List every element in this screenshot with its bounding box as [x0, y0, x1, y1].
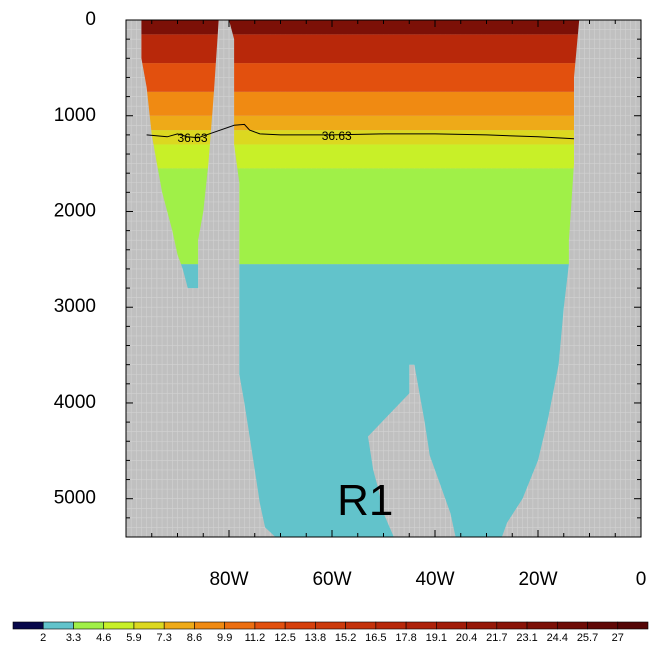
colorbar-label: 5.9 [126, 632, 141, 644]
colorbar-label: 7.3 [157, 632, 172, 644]
colorbar-label: 20.4 [456, 632, 477, 644]
colorbar-swatch [526, 621, 558, 630]
colorbar-label: 17.8 [395, 632, 416, 644]
colorbar-label: 21.7 [486, 632, 507, 644]
contour-labels: 36.63 36.63 [178, 129, 353, 145]
colorbar-swatch [466, 621, 498, 630]
colorbar-swatch [496, 621, 528, 630]
colorbar-swatch [405, 621, 437, 630]
contour-label: 36.63 [322, 129, 352, 143]
colorbar-swatch [345, 621, 377, 630]
colorbar: 2 3.3 4.6 5.9 7.3 8.6 9.9 11.2 12.5 13.8 15.2 16.5 1… [12, 621, 649, 644]
colorbar-swatch [103, 621, 135, 630]
colorbar-swatch [73, 621, 105, 630]
y-tick-label: 1000 [54, 105, 96, 126]
colorbar-swatch [163, 621, 195, 630]
colorbar-label: 19.1 [426, 632, 447, 644]
colorbar-label: 3.3 [66, 632, 81, 644]
colorbar-label: 24.4 [547, 632, 568, 644]
heatmap-band [141, 91, 580, 116]
colorbar-label: 16.5 [365, 632, 386, 644]
x-tick-label: 20W [518, 569, 557, 590]
colorbar-label: 12.5 [274, 632, 295, 644]
contour-label: 36.63 [178, 131, 208, 145]
heatmap-band [141, 20, 580, 35]
colorbar-label: 11.2 [245, 632, 266, 644]
heatmap-band [141, 63, 580, 92]
x-tick-label: 0 [636, 569, 647, 590]
colorbar-label: 2 [40, 632, 46, 644]
heatmap-band [141, 144, 580, 169]
heatmap-band [141, 130, 580, 145]
heatmap-band [141, 34, 580, 64]
colorbar-label: 9.9 [217, 632, 232, 644]
y-tick-label: 0 [85, 9, 96, 30]
y-tick-label: 2000 [54, 200, 96, 221]
contour-line [146, 123, 575, 140]
heatmap-band [141, 115, 580, 131]
y-tick-label: 4000 [54, 392, 96, 413]
colorbar-swatch [556, 621, 588, 630]
colorbar-swatch [12, 621, 44, 630]
colorbar-swatch [436, 621, 467, 630]
colorbar-label: 25.7 [577, 632, 598, 644]
x-tick-label: 40W [415, 569, 454, 590]
colorbar-swatch [194, 621, 225, 630]
y-tick-label: 5000 [54, 488, 96, 509]
region-label: R1 [337, 476, 393, 525]
colorbar-swatch [587, 621, 619, 630]
colorbar-label: 15.2 [335, 632, 356, 644]
colorbar-label: 13.8 [305, 632, 326, 644]
colorbar-swatch [617, 621, 649, 630]
colorbar-label: 23.1 [516, 632, 537, 644]
y-tick-label: 3000 [54, 296, 96, 317]
colorbar-swatch [224, 621, 256, 630]
colorbar-label: 4.6 [96, 632, 111, 644]
axis-ticks: 80W 60W 40W 20W 0 0 1000 2000 3000 4000 5000 [54, 9, 647, 590]
colorbar-swatch [133, 621, 165, 630]
colorbar-swatch [254, 621, 286, 630]
colorbar-swatch [315, 621, 346, 630]
colorbar-label: 8.6 [187, 632, 202, 644]
x-tick-label: 60W [312, 569, 351, 590]
colorbar-label: 27 [612, 632, 624, 644]
colorbar-swatch [375, 621, 407, 630]
colorbar-swatch [42, 621, 74, 630]
colorbar-swatch [284, 621, 316, 630]
x-tick-label: 80W [209, 569, 248, 590]
